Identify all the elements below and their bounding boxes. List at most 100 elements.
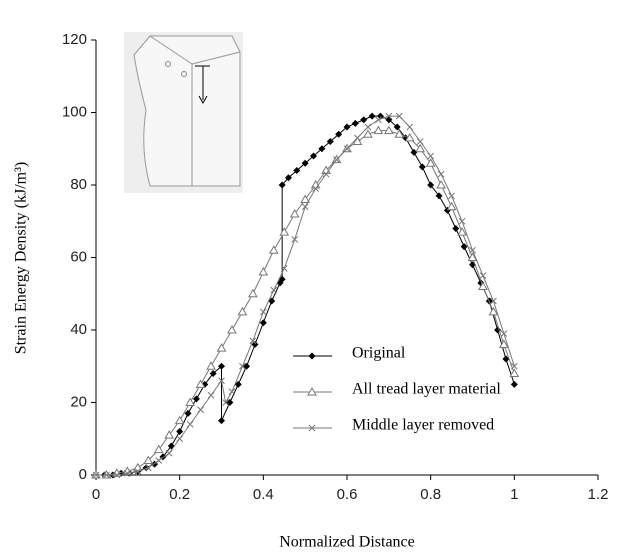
point <box>385 112 393 120</box>
inset-figure <box>124 32 243 193</box>
point <box>237 306 248 316</box>
point <box>279 227 290 236</box>
point <box>248 288 258 298</box>
point <box>280 265 288 272</box>
point <box>134 468 142 475</box>
legend-label: Middle layer removed <box>352 417 494 434</box>
point <box>312 185 319 192</box>
point <box>197 406 204 414</box>
point <box>490 297 497 305</box>
point <box>113 471 121 479</box>
point <box>427 181 435 189</box>
point <box>284 174 292 182</box>
point <box>343 123 351 131</box>
point <box>478 281 488 290</box>
point <box>452 225 460 232</box>
point <box>174 415 185 425</box>
legend-marker <box>307 386 317 396</box>
point <box>418 163 426 171</box>
point <box>310 152 318 160</box>
point <box>457 227 467 236</box>
point <box>124 469 131 477</box>
point <box>395 112 403 120</box>
point <box>502 355 510 363</box>
x-tick-label: 1 <box>510 486 518 503</box>
point <box>436 179 446 189</box>
point <box>207 391 215 399</box>
point <box>218 362 225 370</box>
point <box>354 134 361 142</box>
point <box>164 430 175 439</box>
point <box>234 380 242 388</box>
y-tick-label: 20 <box>70 393 87 410</box>
point <box>335 130 343 138</box>
point <box>500 330 508 337</box>
point <box>510 380 518 388</box>
point <box>195 379 206 388</box>
point <box>406 123 414 131</box>
point <box>184 409 192 417</box>
point <box>239 362 246 370</box>
legend-label: All tread layer material <box>352 381 501 398</box>
point <box>278 181 286 189</box>
point <box>509 368 520 377</box>
point <box>289 208 300 218</box>
point <box>192 395 200 403</box>
legend-marker <box>308 352 316 360</box>
point <box>270 286 278 294</box>
point <box>510 362 518 370</box>
point <box>458 217 466 225</box>
y-tick-label: 60 <box>70 248 87 265</box>
x-tick-label: 0.2 <box>169 486 190 503</box>
point <box>176 428 184 435</box>
x-tick-label: 0.8 <box>420 486 441 503</box>
point <box>326 138 334 145</box>
point <box>300 194 311 203</box>
point <box>394 129 405 138</box>
point <box>218 417 225 425</box>
point <box>376 112 384 120</box>
point <box>216 343 227 352</box>
point <box>293 167 301 174</box>
point <box>185 397 195 406</box>
point <box>425 158 436 167</box>
point <box>363 129 373 138</box>
point <box>144 464 152 472</box>
point <box>227 324 237 334</box>
point <box>228 388 236 395</box>
point <box>186 420 194 428</box>
point <box>415 143 426 153</box>
y-tick-label: 80 <box>70 176 87 193</box>
point <box>416 138 424 145</box>
x-tick-label: 1.2 <box>588 486 609 503</box>
point <box>404 132 415 142</box>
point <box>364 123 372 131</box>
point <box>318 145 326 153</box>
x-tick-label: 0 <box>92 486 100 503</box>
point <box>437 170 445 178</box>
point <box>368 112 376 120</box>
point <box>460 243 468 251</box>
point <box>351 119 359 127</box>
point <box>92 471 100 479</box>
legend-marker <box>308 424 316 432</box>
point <box>373 125 384 135</box>
legend-label: Original <box>352 345 406 362</box>
point <box>218 377 225 385</box>
point <box>343 145 351 153</box>
point <box>258 266 269 276</box>
point <box>410 148 418 156</box>
point <box>143 455 154 464</box>
y-tick-label: 100 <box>62 103 87 120</box>
point <box>499 339 509 348</box>
point <box>268 245 279 254</box>
point <box>301 203 309 211</box>
point <box>393 123 401 131</box>
point <box>301 159 309 167</box>
point <box>448 192 455 200</box>
point <box>206 361 216 370</box>
point <box>222 399 230 406</box>
x-tick-label: 0.4 <box>253 486 274 503</box>
point <box>251 341 259 348</box>
point <box>153 444 164 454</box>
